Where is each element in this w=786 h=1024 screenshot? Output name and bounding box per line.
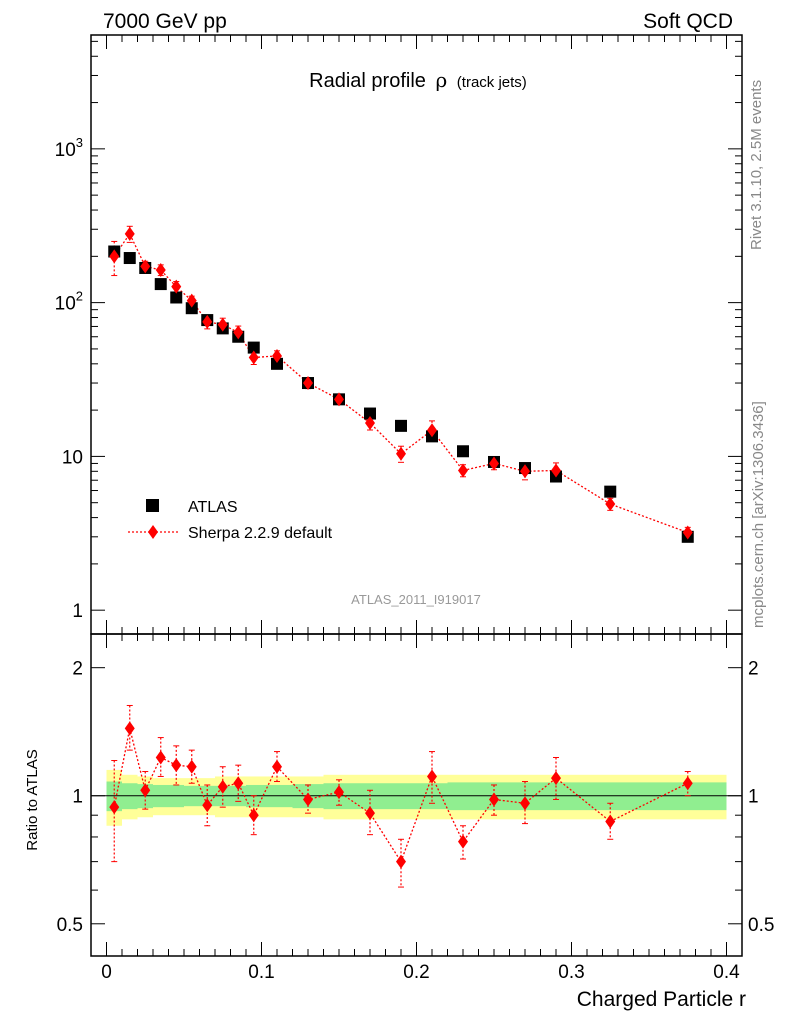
ratio-y-tick-label: 1 (72, 787, 83, 808)
ratio-line (113, 728, 689, 864)
atlas-point (123, 252, 136, 265)
x-axis-label: Charged Particle r (577, 988, 746, 1011)
atlas-point (185, 302, 198, 315)
sherpa-point (272, 348, 282, 363)
sherpa-point (489, 456, 499, 471)
sherpa-point (303, 376, 313, 391)
mcplots-label: mcplots.cern.ch [arXiv:1306.3436] (750, 401, 767, 628)
sherpa-point (427, 423, 437, 438)
sherpa-point (109, 249, 120, 264)
ratio-point (217, 779, 228, 794)
legend-sherpa-label: Sherpa 2.2.9 default (188, 525, 333, 542)
ratio-panel: 0 0.1 0.2 0.3 0.4 0.5 0.5 1 1 2 2 (57, 633, 774, 983)
sherpa-line (113, 232, 688, 534)
ratio-point (396, 854, 406, 869)
y-axis-label-ratio: Ratio to ATLAS (24, 749, 41, 850)
ratio-band-inner (571, 782, 649, 811)
legend-atlas-label: ATLAS (188, 499, 238, 516)
ratio-point (202, 798, 213, 813)
ratio-point (124, 721, 135, 736)
y-tick-base: 10 (55, 140, 76, 161)
ratio-point (233, 776, 244, 791)
ratio-point (140, 783, 151, 798)
x-tick-label: 0.2 (403, 962, 429, 983)
atlas-point (604, 485, 617, 498)
ratio-point (365, 806, 375, 821)
ratio-point (186, 759, 197, 774)
ratio-point (171, 758, 182, 773)
analysis-watermark: ATLAS_2011_I919017 (351, 592, 481, 607)
ratio-y-tick-label-right: 0.5 (748, 915, 774, 936)
sherpa-point (186, 293, 197, 308)
ratio-point (605, 814, 616, 829)
atlas-point (457, 445, 469, 458)
x-tick-label: 0 (101, 962, 112, 983)
sherpa-point (551, 463, 561, 478)
ratio-point (427, 769, 437, 784)
sherpa-point (458, 463, 468, 478)
ratio-point (248, 808, 259, 823)
y-tick-exp: 2 (76, 289, 83, 304)
sherpa-point (171, 279, 182, 294)
y-tick-base: 10 (55, 294, 76, 315)
ratio-point (155, 750, 166, 765)
sherpa-point (605, 497, 616, 512)
main-frame (90, 34, 743, 635)
y-tick-exp: 3 (76, 135, 83, 150)
legend-atlas-marker (146, 499, 159, 512)
y-tick-label: 102 (55, 289, 83, 315)
sherpa-point (682, 525, 693, 540)
ratio-point (272, 759, 282, 774)
ratio-point (303, 792, 313, 807)
ratio-y-tick-label-right: 1 (748, 787, 759, 808)
ratio-point (458, 834, 468, 849)
sherpa-point (233, 325, 244, 340)
y-tick-label: 10 (62, 447, 83, 468)
ratio-point (109, 800, 120, 815)
chart-title: Radial profile ρ (track jets) (309, 68, 527, 92)
ratio-y-tick-label-right: 2 (748, 659, 759, 680)
sherpa-point (396, 446, 406, 461)
ratio-point (682, 776, 693, 791)
rivet-label: Rivet 3.1.10, 2.5M events (748, 80, 765, 250)
atlas-point (364, 407, 376, 420)
ratio-band-inner (447, 782, 479, 811)
header-right: Soft QCD (643, 10, 733, 33)
ratio-point (334, 785, 344, 800)
sherpa-point (124, 226, 135, 241)
atlas-point (170, 291, 183, 304)
sherpa-point (334, 392, 344, 407)
atlas-point (154, 278, 167, 291)
atlas-point (271, 357, 283, 370)
sherpa-point (248, 350, 259, 365)
sherpa-point (520, 464, 530, 479)
legend: ATLAS Sherpa 2.2.9 default (128, 499, 333, 542)
x-tick-label: 0.4 (713, 962, 740, 983)
sherpa-point (202, 314, 213, 329)
x-tick-label: 0.1 (248, 962, 274, 983)
x-tick-label: 0.3 (558, 962, 584, 983)
ratio-point (520, 796, 530, 811)
ratio-y-tick-label: 0.5 (57, 915, 83, 936)
ratio-band-inner (106, 781, 122, 812)
atlas-point (247, 341, 260, 354)
atlas-point (395, 419, 407, 432)
legend-sherpa-marker (148, 525, 158, 539)
y-tick-label: 1 (72, 601, 83, 622)
header-left: 7000 GeV pp (103, 10, 227, 33)
y-tick-label: 103 (55, 135, 83, 161)
sherpa-point (217, 317, 228, 332)
sherpa-point (155, 262, 166, 277)
ratio-y-tick-label: 2 (72, 659, 83, 680)
title-symbol: ρ (435, 68, 447, 92)
ratio-point (489, 792, 499, 807)
sherpa-point (140, 259, 151, 274)
ratio-point (551, 771, 561, 786)
title-main: Radial profile (309, 70, 426, 92)
sherpa-point (365, 415, 375, 430)
title-suffix: (track jets) (457, 74, 527, 91)
